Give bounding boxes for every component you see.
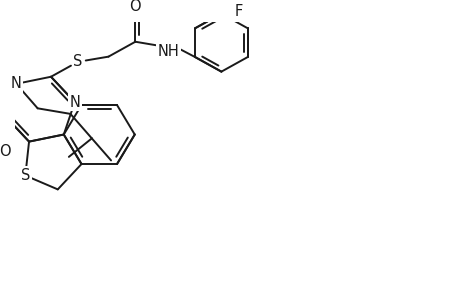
Text: N: N <box>11 76 22 91</box>
Text: N: N <box>69 94 80 110</box>
Text: S: S <box>73 54 82 69</box>
Text: O: O <box>0 144 11 159</box>
Text: F: F <box>235 4 243 19</box>
Text: S: S <box>21 168 30 183</box>
Text: O: O <box>129 0 141 14</box>
Text: NH: NH <box>157 44 179 59</box>
